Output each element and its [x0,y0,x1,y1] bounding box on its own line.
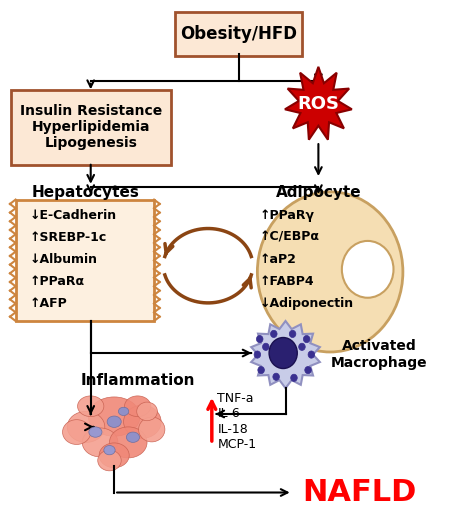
Text: MCP-1: MCP-1 [218,438,256,452]
Ellipse shape [124,405,161,438]
Text: ↑SREBP-1c: ↑SREBP-1c [30,231,107,244]
Text: TNF-a: TNF-a [218,392,254,405]
FancyBboxPatch shape [11,90,171,165]
Ellipse shape [138,417,165,442]
Text: ↓Adiponectin: ↓Adiponectin [260,297,354,310]
Circle shape [254,351,261,358]
Text: Activated
Macrophage: Activated Macrophage [331,339,428,370]
Ellipse shape [127,432,139,442]
Circle shape [269,338,297,368]
Circle shape [303,336,310,343]
Ellipse shape [98,450,121,471]
Ellipse shape [63,420,91,444]
Text: Inflammation: Inflammation [81,373,195,388]
Ellipse shape [109,427,147,458]
Circle shape [271,330,277,338]
Ellipse shape [104,445,115,455]
Text: ↑C/EBPα: ↑C/EBPα [260,231,319,244]
Ellipse shape [125,396,151,416]
Circle shape [289,330,296,338]
Polygon shape [251,321,320,388]
Circle shape [305,366,311,373]
Circle shape [258,366,264,373]
Text: ↑AFP: ↑AFP [30,297,67,310]
Circle shape [256,336,263,343]
Text: Adipocyte: Adipocyte [275,185,361,200]
Text: IL-18: IL-18 [218,423,248,436]
Ellipse shape [78,396,104,416]
Ellipse shape [99,443,129,468]
Circle shape [273,373,280,380]
Circle shape [308,351,315,358]
Ellipse shape [107,416,121,427]
Text: ↑PPaRγ: ↑PPaRγ [260,209,315,222]
Text: Obesity/HFD: Obesity/HFD [180,25,297,44]
Ellipse shape [89,427,102,437]
Text: ↓Albumin: ↓Albumin [30,253,98,266]
Circle shape [291,374,297,381]
Text: ↑FABP4: ↑FABP4 [260,275,314,288]
Circle shape [299,343,305,351]
Text: ↓E-Cadherin: ↓E-Cadherin [30,209,117,222]
FancyBboxPatch shape [16,199,154,321]
FancyBboxPatch shape [175,12,302,56]
Polygon shape [285,67,352,140]
Text: ↑PPaRα: ↑PPaRα [30,275,85,288]
Text: NAFLD: NAFLD [302,478,416,507]
Ellipse shape [118,407,129,415]
Circle shape [263,343,269,351]
Text: Hepatocytes: Hepatocytes [32,185,140,200]
Ellipse shape [257,192,403,352]
Ellipse shape [82,428,118,457]
Ellipse shape [67,411,105,442]
Text: ↑aP2: ↑aP2 [260,253,297,266]
Circle shape [342,241,393,298]
Ellipse shape [137,402,157,421]
Text: ROS: ROS [297,95,339,113]
Ellipse shape [88,397,140,436]
Text: Insulin Resistance
Hyperlipidemia
Lipogenesis: Insulin Resistance Hyperlipidemia Lipoge… [19,104,162,150]
Text: IL-6: IL-6 [218,408,240,421]
